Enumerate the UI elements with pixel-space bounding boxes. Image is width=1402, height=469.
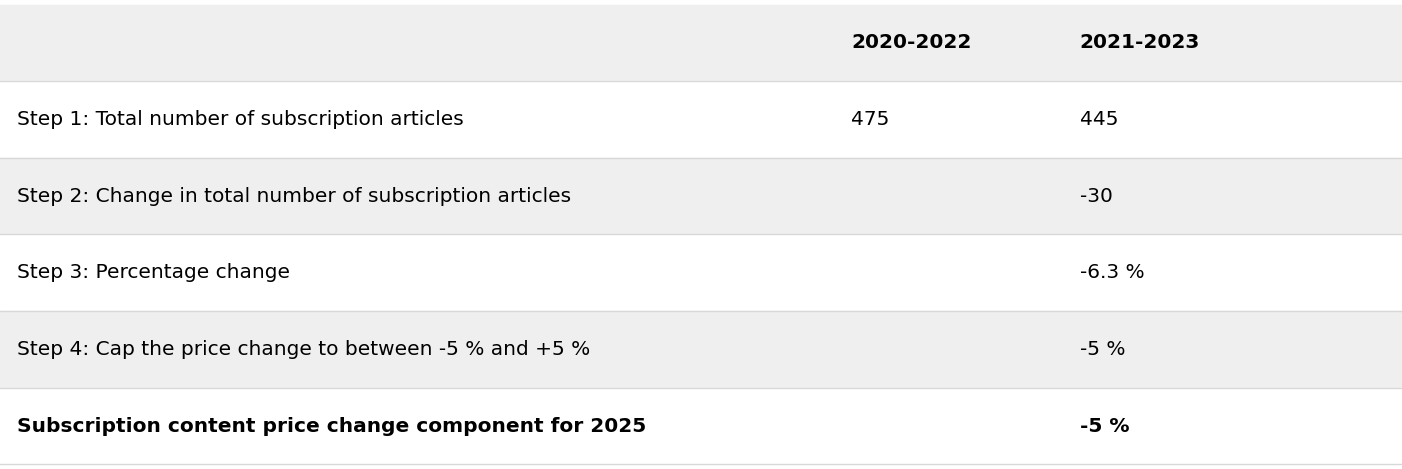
- Bar: [0, 81, 1402, 158]
- Text: 445: 445: [1080, 110, 1117, 129]
- Text: -5 %: -5 %: [1080, 340, 1124, 359]
- Text: -6.3 %: -6.3 %: [1080, 263, 1144, 282]
- Text: -5 %: -5 %: [1080, 416, 1129, 436]
- Bar: [0, 5, 1402, 81]
- Text: Step 2: Change in total number of subscription articles: Step 2: Change in total number of subscr…: [17, 187, 571, 206]
- Bar: [0, 234, 1402, 311]
- Text: 2021-2023: 2021-2023: [1080, 33, 1200, 53]
- Text: 475: 475: [851, 110, 889, 129]
- Bar: [0, 311, 1402, 388]
- Text: Step 3: Percentage change: Step 3: Percentage change: [17, 263, 290, 282]
- Text: Subscription content price change component for 2025: Subscription content price change compon…: [17, 416, 646, 436]
- Text: Step 1: Total number of subscription articles: Step 1: Total number of subscription art…: [17, 110, 464, 129]
- Text: Step 4: Cap the price change to between -5 % and +5 %: Step 4: Cap the price change to between …: [17, 340, 590, 359]
- Bar: [0, 158, 1402, 234]
- Text: 2020-2022: 2020-2022: [851, 33, 972, 53]
- Bar: [0, 388, 1402, 464]
- Text: -30: -30: [1080, 187, 1112, 206]
